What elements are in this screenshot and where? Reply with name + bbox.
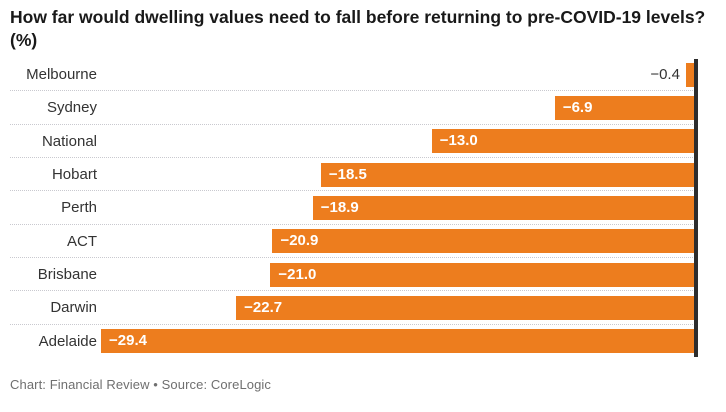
bar-sydney: −6.9 [554, 96, 694, 121]
category-label: Darwin [50, 299, 97, 317]
row-separator [10, 257, 697, 258]
bar-national: −13.0 [431, 129, 694, 154]
category-label: Sydney [46, 99, 97, 117]
row-separator [10, 323, 697, 325]
chart-footer: Chart: Financial Review • Source: CoreLo… [10, 377, 272, 392]
category-label: ACT [67, 232, 97, 250]
row-separator [10, 290, 697, 292]
bar-adelaide: −29.4 [101, 329, 694, 354]
bar-hobart: −18.5 [320, 162, 694, 187]
chart-row: ACT −20.9 [0, 223, 726, 258]
chart-row: Hobart −18.5 [0, 157, 726, 191]
value-label: −29.4 [109, 332, 147, 350]
chart-row: Adelaide −29.4 [0, 323, 726, 358]
bar-melbourne [685, 62, 694, 87]
bar-perth: −18.9 [312, 196, 694, 221]
bar-act: −20.9 [272, 229, 694, 254]
chart-row: Melbourne −0.4 [0, 58, 726, 91]
category-label: Perth [61, 199, 97, 217]
category-label: Adelaide [38, 332, 97, 350]
chart-row: Darwin −22.7 [0, 290, 726, 324]
category-label: Hobart [51, 166, 97, 183]
row-separator [10, 190, 697, 192]
value-label: −18.9 [320, 199, 359, 217]
bar-darwin: −22.7 [236, 296, 694, 321]
value-label: −0.4 [650, 65, 680, 83]
value-label: −6.9 [562, 99, 593, 117]
category-label: National [41, 132, 97, 150]
plot-area: Melbourne −0.4 Sydney −6.9 National −13.0 Hoba… [0, 58, 726, 358]
category-label: Melbourne [26, 66, 97, 83]
value-label: −18.5 [328, 165, 367, 183]
row-separator [10, 90, 697, 92]
chart-row: National −13.0 [0, 123, 726, 158]
value-label: −21.0 [278, 265, 317, 283]
chart-row: Brisbane −21.0 [0, 257, 726, 291]
chart-title: How far would dwelling values need to fa… [10, 7, 706, 50]
row-separator [10, 123, 697, 125]
row-separator [10, 157, 697, 158]
zero-baseline [694, 59, 698, 357]
chart-row: Sydney −6.9 [0, 90, 726, 124]
bar-brisbane: −21.0 [270, 262, 694, 287]
category-label: Brisbane [37, 266, 97, 283]
chart-row: Perth −18.9 [0, 190, 726, 224]
value-label: −20.9 [280, 232, 319, 250]
value-label: −22.7 [244, 299, 283, 317]
row-separator [10, 223, 697, 225]
value-label: −13.0 [439, 132, 478, 150]
